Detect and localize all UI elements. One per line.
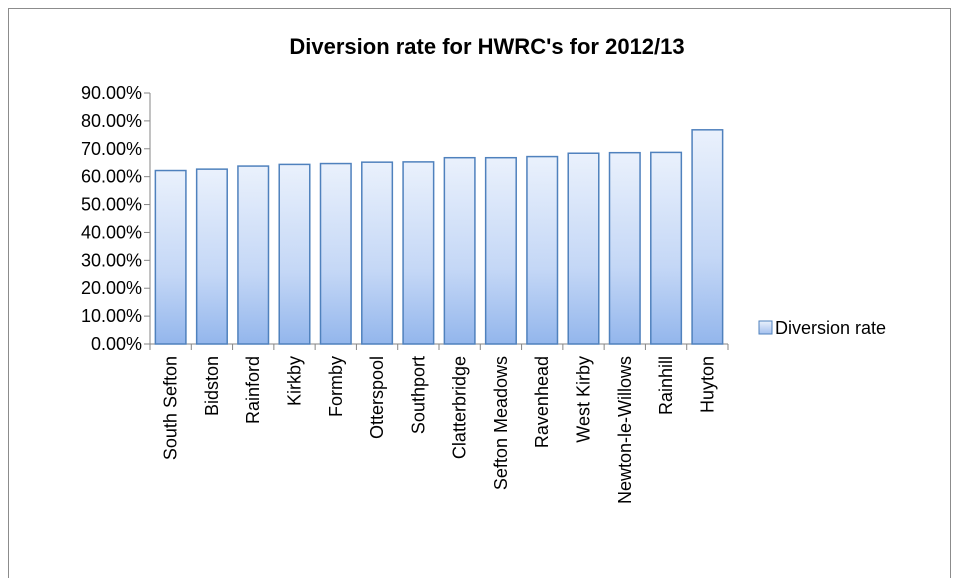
x-axis: South Sefton Bidston Rainford Kirkby Formby O… — [149, 343, 729, 504]
legend: Diversion rate — [758, 318, 886, 338]
x-tick-label: West Kirby — [574, 356, 594, 443]
bar — [237, 165, 270, 345]
x-tick-label: Newton-le-Willows — [615, 356, 635, 504]
y-tick-label: 10.00% — [81, 306, 142, 326]
bar — [361, 161, 394, 345]
x-tick-label: Clatterbridge — [450, 356, 470, 459]
y-tick-label: 60.00% — [81, 167, 142, 187]
x-tick-label: Rainford — [243, 356, 263, 424]
bar — [567, 152, 600, 345]
bar — [402, 161, 435, 345]
x-tick-label: South Sefton — [161, 356, 181, 460]
x-tick-label: Southport — [408, 356, 428, 434]
bar — [278, 163, 311, 345]
x-tick-label: Ravenhead — [532, 356, 552, 448]
bar — [526, 155, 559, 345]
y-tick-label: 30.00% — [81, 250, 142, 270]
x-tick-label: Bidston — [202, 356, 222, 416]
x-tick-label: Sefton Meadows — [491, 356, 511, 490]
legend-swatch — [758, 320, 773, 335]
legend-label: Diversion rate — [775, 318, 886, 338]
bar — [443, 156, 476, 345]
y-tick-label: 0.00% — [91, 334, 142, 354]
bar — [608, 151, 641, 345]
chart-title: Diversion rate for HWRC's for 2012/13 — [289, 34, 684, 59]
x-tick-label: Huyton — [697, 356, 717, 413]
x-tick-label: Rainhill — [656, 356, 676, 415]
bar — [691, 129, 724, 345]
bar — [650, 151, 683, 345]
y-tick-label: 50.00% — [81, 195, 142, 215]
bar — [154, 169, 187, 345]
y-tick-label: 70.00% — [81, 139, 142, 159]
y-tick-label: 90.00% — [81, 83, 142, 103]
y-tick-label: 40.00% — [81, 222, 142, 242]
x-tick-label: Otterspool — [367, 356, 387, 439]
y-tick-label: 80.00% — [81, 111, 142, 131]
bar — [319, 162, 352, 345]
bar — [195, 168, 228, 345]
bar — [484, 156, 517, 345]
bar-series — [154, 129, 724, 345]
x-tick-label: Formby — [326, 356, 346, 417]
y-tick-label: 20.00% — [81, 278, 142, 298]
y-axis: 0.00% 10.00% 20.00% 30.00% 40.00% 50.00% 60.00… — [81, 83, 151, 354]
x-tick-label: Kirkby — [285, 356, 305, 406]
